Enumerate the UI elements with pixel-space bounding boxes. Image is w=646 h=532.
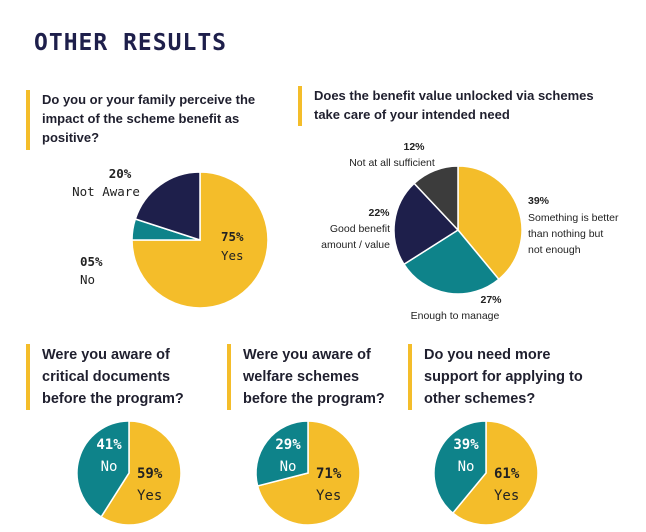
pie-slice-4 <box>413 165 459 232</box>
pie-slice-yes <box>100 420 182 526</box>
slice-pct-label: 59% <box>137 466 163 482</box>
slice-pct-label: 12% <box>403 141 425 153</box>
slice-name-label: No <box>458 459 475 475</box>
slice-name-label: not enough <box>528 244 581 256</box>
slice-pct-label: 20% <box>109 166 132 181</box>
slice-name-label: Good benefit <box>330 223 390 235</box>
pie-slice-3 <box>393 182 460 266</box>
slice-pct-label: 75% <box>221 229 244 244</box>
pie-slice-no <box>433 420 487 515</box>
pie-slice-2 <box>402 229 500 295</box>
slice-name-label: than nothing but <box>528 228 603 240</box>
slice-pct-label: 71% <box>316 466 342 482</box>
slice-pct-label: 27% <box>480 294 502 306</box>
slice-name-label: Yes <box>137 488 162 504</box>
pie-slice-not-aware <box>134 171 201 242</box>
slice-name-label: No <box>80 272 95 287</box>
pie-slice-no <box>255 420 309 487</box>
pie-slice-yes <box>131 171 269 309</box>
slice-pct-label: 05% <box>80 254 103 269</box>
slice-name-label: Yes <box>316 488 341 504</box>
slice-name-label: Yes <box>221 248 244 263</box>
slice-name-label: Yes <box>494 488 519 504</box>
question-5: Do you need more support for applying to… <box>408 344 583 410</box>
page-title: OTHER RESULTS <box>34 30 228 56</box>
slice-name-label: Enough to manage <box>411 310 500 322</box>
slice-name-label: Something is better <box>528 212 619 224</box>
question-3: Were you aware of critical documents bef… <box>26 344 184 410</box>
slice-name-label: amount / value <box>321 239 390 251</box>
slice-name-label: Not at all sufficient <box>349 157 435 169</box>
slice-name-label: No <box>280 459 297 475</box>
question-2: Does the benefit value unlocked via sche… <box>298 86 594 126</box>
slice-pct-label: 61% <box>494 466 520 482</box>
pie-slice-1 <box>457 165 523 281</box>
pie-slice-yes <box>451 420 539 526</box>
slice-pct-label: 41% <box>96 437 122 453</box>
slice-pct-label: 39% <box>453 437 479 453</box>
slice-pct-label: 22% <box>368 207 390 219</box>
slice-pct-label: 39% <box>528 195 550 207</box>
question-4: Were you aware of welfare schemes before… <box>227 344 385 410</box>
slice-name-label: Not Aware <box>72 184 140 199</box>
slice-name-label: No <box>101 459 118 475</box>
question-1: Do you or your family perceive the impac… <box>26 90 255 150</box>
pie-slice-no <box>76 420 130 518</box>
slice-pct-label: 29% <box>275 437 301 453</box>
pie-slice-yes <box>256 420 361 526</box>
